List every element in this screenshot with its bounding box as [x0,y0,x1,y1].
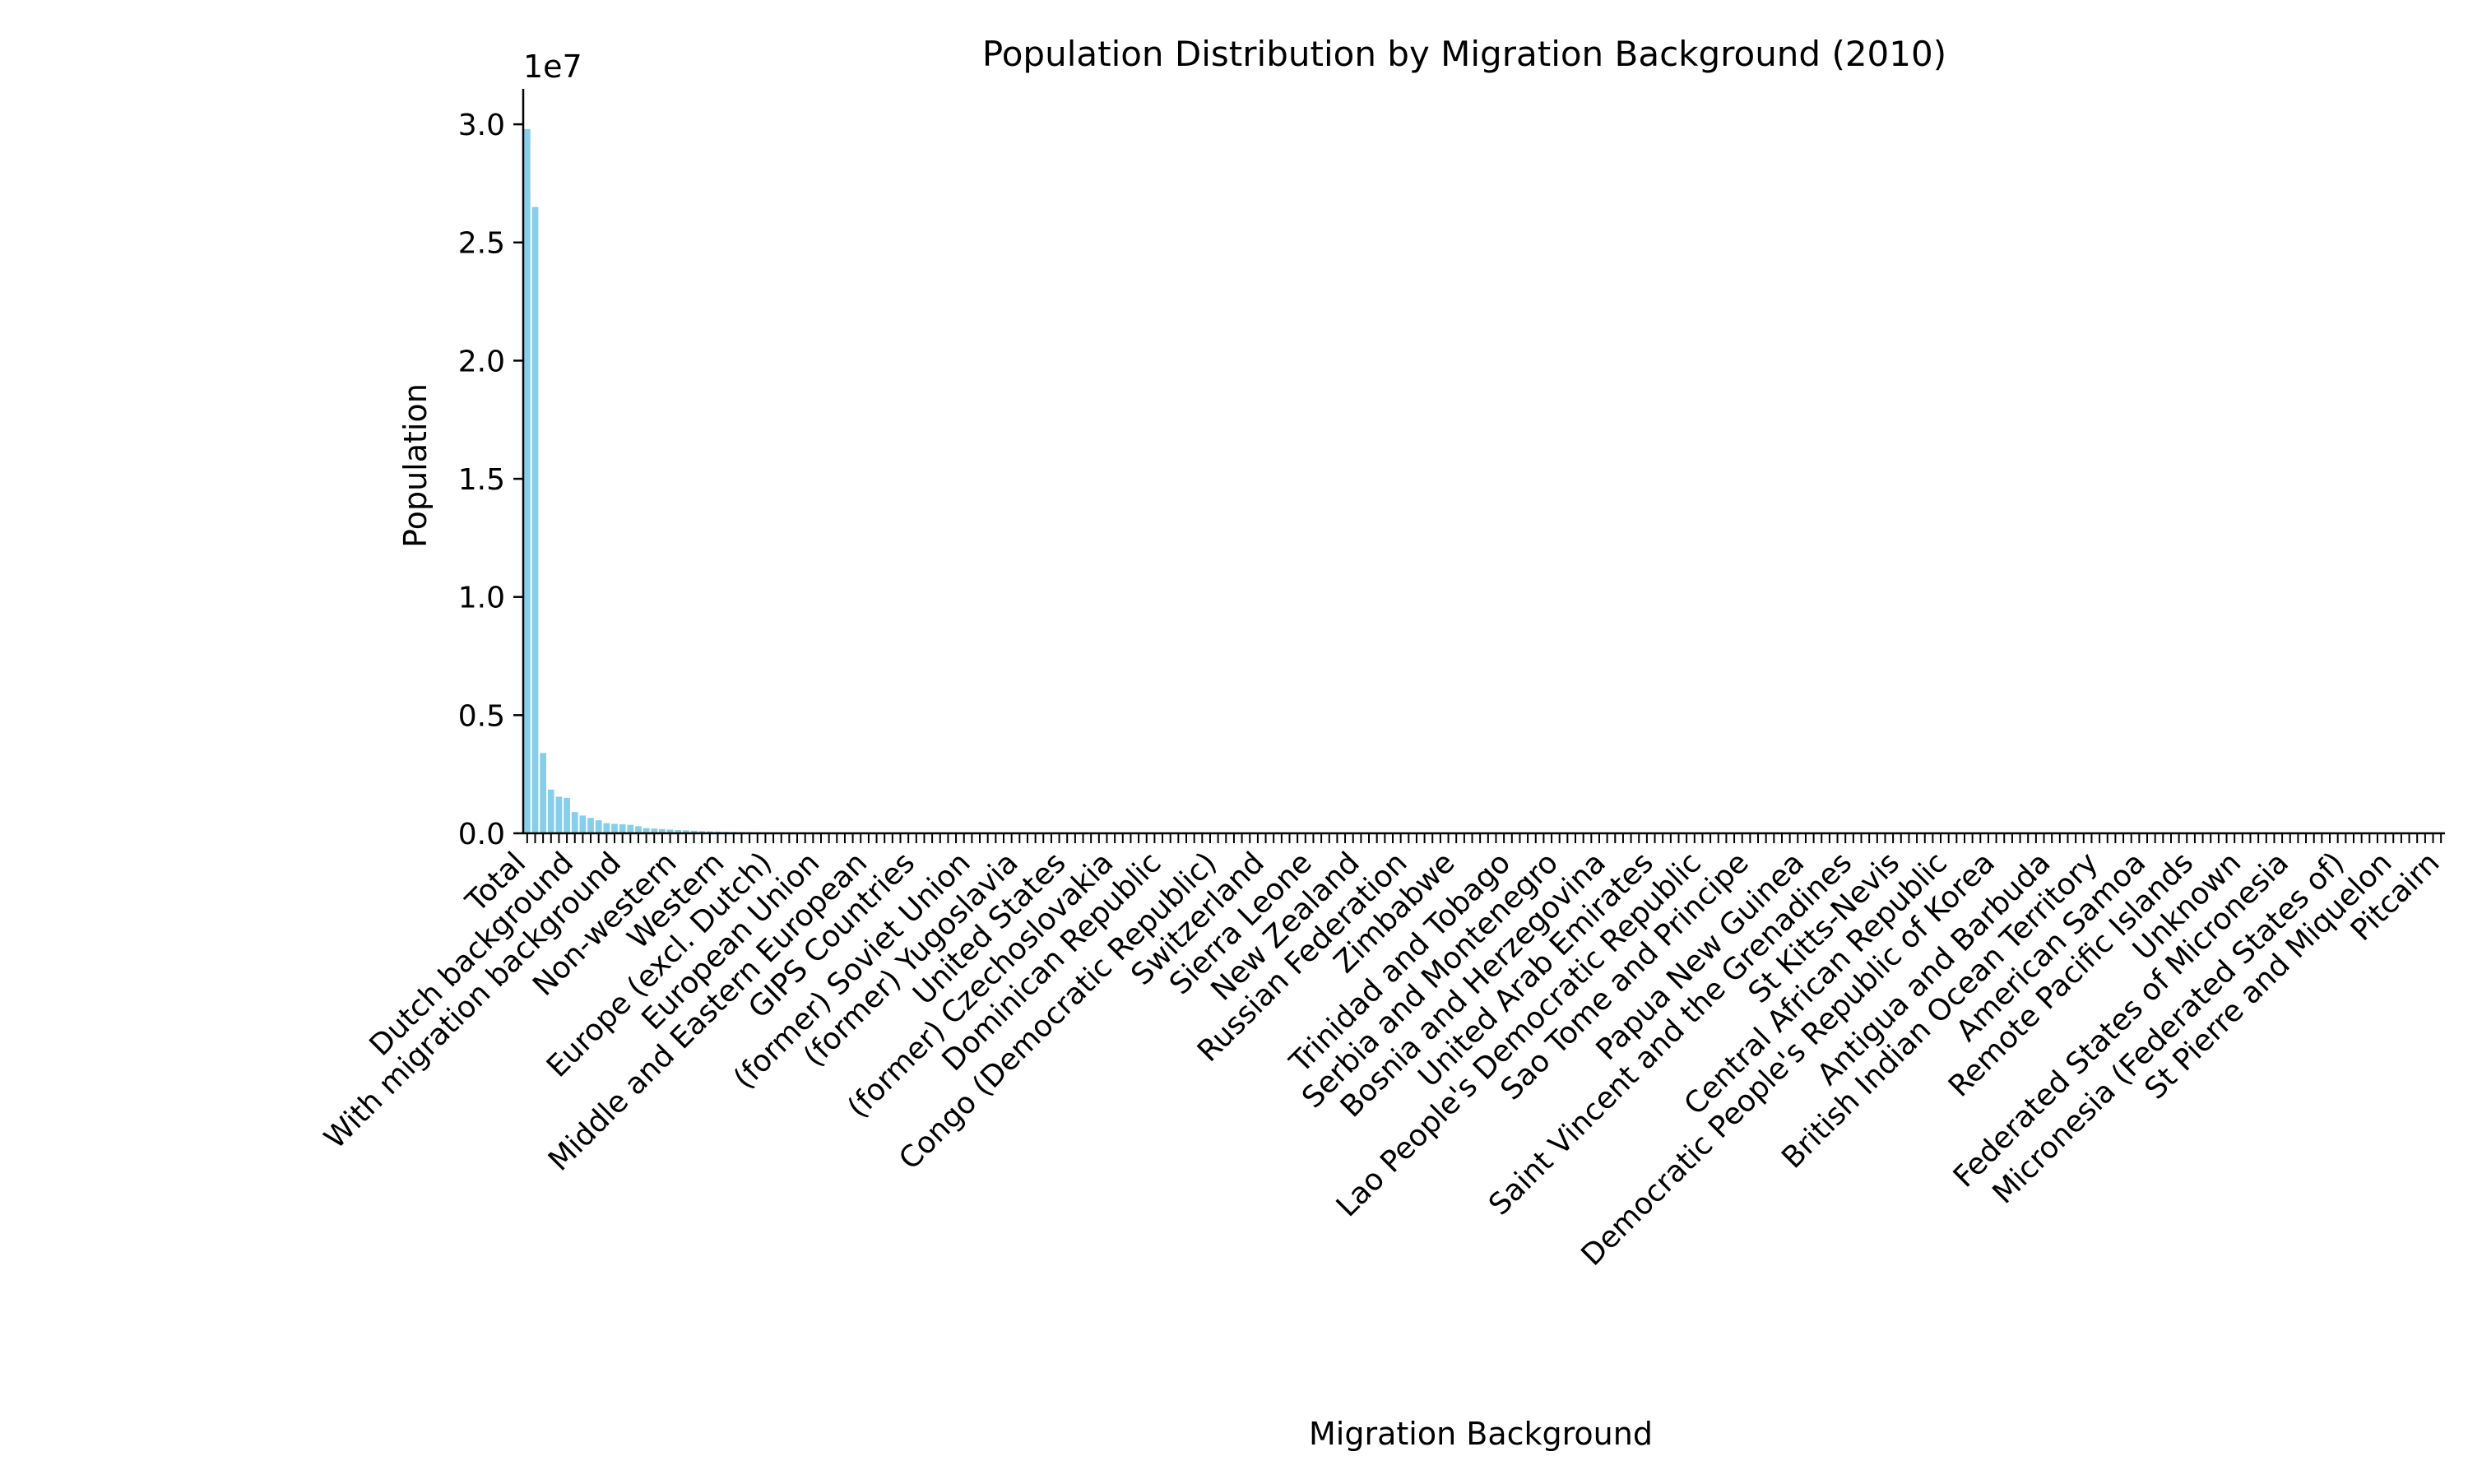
bars-group [524,129,1324,833]
bar [532,207,539,833]
bar [548,790,554,833]
y-tick-label: 3.0 [458,109,505,142]
y-tick-label: 1.5 [458,463,505,497]
bar [587,818,594,833]
y-axis-ticks: 0.0 0.5 1.0 1.5 2.0 2.5 3.0 [458,109,523,851]
x-axis-label: Migration Background [1309,1416,1653,1452]
bar [611,824,618,833]
bar [596,820,602,833]
bar [627,825,633,833]
bar [556,796,563,833]
bar [635,826,642,833]
y-tick-label: 1.0 [458,582,505,615]
chart-title: Population Distribution by Migration Bac… [982,34,1946,74]
bar [540,753,546,833]
x-tick-label: Dutch background [364,846,580,1062]
bar [524,129,531,833]
x-axis-ticks [527,833,2441,843]
bar [564,798,570,833]
bar [580,815,587,833]
y-tick-label: 0.0 [458,818,505,851]
y-axis-offset-label: 1e7 [523,49,582,85]
y-tick-label: 2.5 [458,227,505,261]
bar [572,812,578,833]
y-axis-label: Population [397,383,434,548]
y-tick-label: 2.0 [458,345,505,378]
bar [619,824,626,833]
y-tick-label: 0.5 [458,699,505,733]
bar [603,823,610,833]
